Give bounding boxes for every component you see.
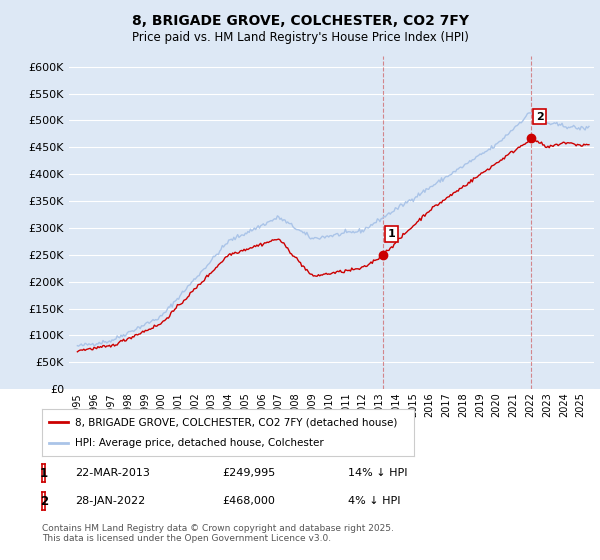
Text: 4% ↓ HPI: 4% ↓ HPI xyxy=(348,496,401,506)
Text: 22-MAR-2013: 22-MAR-2013 xyxy=(75,468,150,478)
Text: 2: 2 xyxy=(40,494,48,508)
Text: 1: 1 xyxy=(40,466,48,480)
Text: 8, BRIGADE GROVE, COLCHESTER, CO2 7FY (detached house): 8, BRIGADE GROVE, COLCHESTER, CO2 7FY (d… xyxy=(76,417,398,427)
Text: HPI: Average price, detached house, Colchester: HPI: Average price, detached house, Colc… xyxy=(76,438,324,448)
Text: £249,995: £249,995 xyxy=(222,468,275,478)
Text: £468,000: £468,000 xyxy=(222,496,275,506)
Text: 8, BRIGADE GROVE, COLCHESTER, CO2 7FY: 8, BRIGADE GROVE, COLCHESTER, CO2 7FY xyxy=(131,14,469,28)
Text: Contains HM Land Registry data © Crown copyright and database right 2025.
This d: Contains HM Land Registry data © Crown c… xyxy=(42,524,394,543)
Text: 2: 2 xyxy=(536,111,544,122)
Text: 28-JAN-2022: 28-JAN-2022 xyxy=(75,496,145,506)
Text: 1: 1 xyxy=(388,228,395,239)
Text: 14% ↓ HPI: 14% ↓ HPI xyxy=(348,468,407,478)
Text: Price paid vs. HM Land Registry's House Price Index (HPI): Price paid vs. HM Land Registry's House … xyxy=(131,31,469,44)
